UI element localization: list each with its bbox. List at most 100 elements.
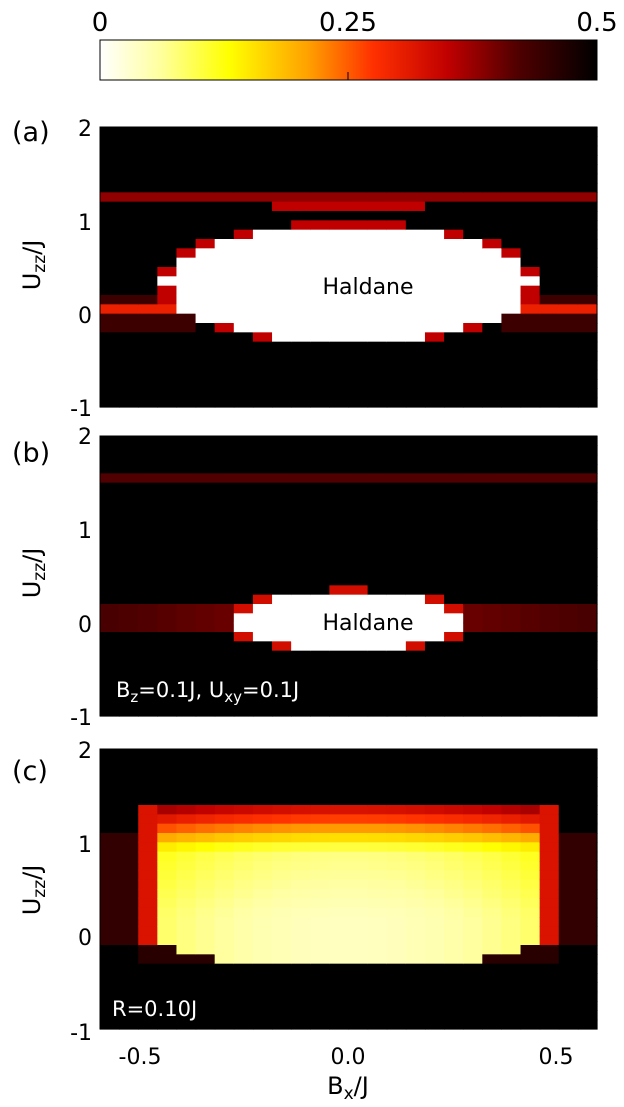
heatmap-cell: [310, 991, 330, 1002]
heatmap-cell: [100, 594, 120, 605]
heatmap-cell: [291, 229, 311, 240]
heatmap-cell: [348, 991, 369, 1002]
heatmap-cell: [405, 229, 426, 240]
heatmap-cell: [520, 173, 541, 184]
heatmap-cell: [329, 706, 350, 717]
heatmap-cell: [329, 688, 350, 698]
heatmap-cell: [577, 604, 598, 614]
heatmap-cell: [291, 341, 311, 352]
heatmap-cell: [195, 323, 216, 333]
heatmap-cell: [233, 304, 254, 315]
heatmap-cell: [100, 945, 120, 955]
heatmap-cell: [577, 889, 598, 899]
heatmap-cell: [252, 239, 273, 249]
heatmap-cell: [501, 473, 522, 484]
heatmap-cell: [520, 805, 541, 815]
inset-b-sub2: xy: [224, 688, 242, 706]
heatmap-cell: [310, 501, 330, 512]
heatmap-cell: [405, 697, 426, 708]
heatmap-cell: [291, 201, 311, 212]
heatmap-cell: [501, 870, 522, 881]
heatmap-cell: [329, 379, 350, 389]
heatmap-cell: [577, 529, 598, 540]
heatmap-cell: [329, 697, 350, 708]
heatmap-cell: [157, 379, 178, 389]
heatmap-cell: [119, 805, 139, 815]
heatmap-cell: [424, 473, 445, 484]
heatmap-cell: [558, 842, 579, 853]
heatmap-cell: [119, 220, 139, 231]
heatmap-cell: [329, 758, 350, 769]
y-axis-label-a-tail: /J: [18, 240, 46, 255]
heatmap-cell: [577, 369, 598, 380]
heatmap-cell: [252, 510, 273, 521]
heatmap-cell: [424, 805, 445, 815]
heatmap-cell: [520, 145, 541, 156]
heatmap-cell: [501, 814, 522, 825]
heatmap-cell: [539, 397, 560, 408]
heatmap-cell: [291, 982, 311, 993]
heatmap-cell: [119, 758, 139, 769]
heatmap-cell: [329, 351, 350, 361]
heatmap-cell: [310, 548, 330, 558]
heatmap-cell: [558, 991, 579, 1002]
heatmap-cell: [501, 697, 522, 708]
heatmap-cell: [138, 248, 158, 259]
heatmap-cell: [558, 982, 579, 993]
heatmap-cell: [367, 991, 388, 1002]
heatmap-cell: [157, 201, 178, 212]
heatmap-cell: [386, 529, 407, 540]
heatmap-cell: [176, 295, 197, 305]
heatmap-cell: [520, 795, 541, 806]
heatmap-cell: [348, 767, 369, 778]
heatmap-cell: [348, 576, 369, 586]
heatmap-cell: [329, 1019, 350, 1030]
heatmap-cell: [558, 907, 579, 918]
heatmap-cell: [558, 632, 579, 642]
heatmap-cell: [176, 155, 197, 165]
heatmap-cell: [157, 295, 178, 305]
heatmap-cell: [252, 777, 273, 787]
heatmap-cell: [119, 351, 139, 361]
heatmap-cell: [252, 851, 273, 862]
heatmap-cell: [558, 201, 579, 212]
y-axis-label-c-sub: zz: [30, 880, 50, 898]
heatmap-cell: [444, 548, 464, 558]
heatmap-cell: [444, 963, 464, 974]
heatmap-cell: [119, 397, 139, 408]
heatmap-cell: [558, 973, 579, 983]
heatmap-cell: [348, 641, 369, 652]
heatmap-cell: [367, 879, 388, 890]
heatmap-cell: [482, 211, 503, 221]
x-axis-label-tail: /J: [354, 1072, 369, 1100]
heatmap-cell: [424, 576, 445, 586]
heatmap-cell: [100, 613, 120, 624]
heatmap-cell: [100, 973, 120, 983]
heatmap-cell: [329, 145, 350, 156]
heatmap-cell: [405, 276, 426, 287]
heatmap-cell: [291, 313, 311, 324]
heatmap-cell: [233, 501, 254, 512]
heatmap-cell: [310, 660, 330, 670]
heatmap-cell: [539, 257, 560, 268]
heatmap-cell: [310, 397, 330, 408]
heatmap-cell: [100, 861, 120, 871]
heatmap-cell: [272, 239, 292, 249]
heatmap-cell: [252, 926, 273, 937]
heatmap-cell: [214, 239, 235, 249]
heatmap-cell: [176, 492, 197, 502]
heatmap-cell: [367, 464, 388, 474]
heatmap-cell: [520, 285, 541, 296]
heatmap-cell: [157, 660, 178, 670]
heatmap-cell: [577, 669, 598, 680]
heatmap-cell: [463, 136, 483, 147]
heatmap-cell: [233, 991, 254, 1002]
heatmap-cell: [539, 1010, 560, 1021]
heatmap-cell: [577, 879, 598, 890]
heatmap-cell: [463, 360, 483, 371]
heatmap-cell: [501, 851, 522, 862]
heatmap-cell: [233, 749, 254, 759]
heatmap-cell: [119, 851, 139, 862]
heatmap-cell: [348, 520, 369, 530]
heatmap-cell: [348, 1001, 369, 1011]
